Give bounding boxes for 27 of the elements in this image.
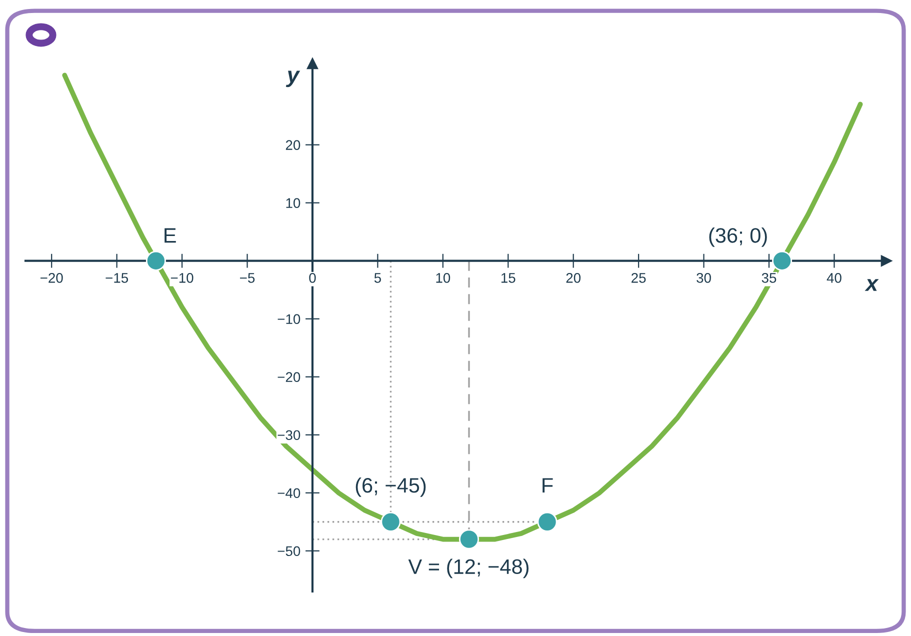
- x-tick-label: 35: [762, 273, 776, 283]
- y-tick-label: −30: [278, 430, 300, 440]
- y-tick-label: −40: [278, 488, 300, 498]
- x-tick-label: −20: [40, 273, 63, 283]
- x-tick-label: 25: [632, 273, 646, 283]
- annotation: V = (12; −48): [408, 558, 529, 578]
- x-tick-label: 0: [309, 273, 316, 283]
- y-tick-label: −20: [278, 372, 300, 382]
- x-tick-label: 5: [374, 273, 381, 283]
- annotation: (36; 0): [709, 228, 767, 247]
- x-tick-label: −5: [240, 273, 255, 283]
- y-tick-label: 20: [286, 140, 300, 150]
- y-tick-label: 10: [286, 198, 300, 208]
- annotation: (6; −45): [356, 477, 426, 497]
- x-tick-label: −15: [106, 273, 128, 283]
- x-tick-label: 20: [566, 273, 581, 283]
- x-tick-label: 30: [696, 273, 711, 283]
- x-tick-label: 10: [436, 273, 450, 283]
- x-tick-label: 15: [501, 273, 516, 283]
- x-axis-title: x: [864, 279, 879, 291]
- y-axis-title: y: [286, 70, 300, 88]
- annotation: F: [542, 478, 553, 493]
- y-tick-label: −50: [278, 546, 300, 556]
- y-tick-label: −10: [278, 314, 300, 324]
- x-tick-label: 40: [826, 273, 842, 283]
- annotation: E: [164, 228, 176, 243]
- x-tick-label: −10: [170, 273, 194, 283]
